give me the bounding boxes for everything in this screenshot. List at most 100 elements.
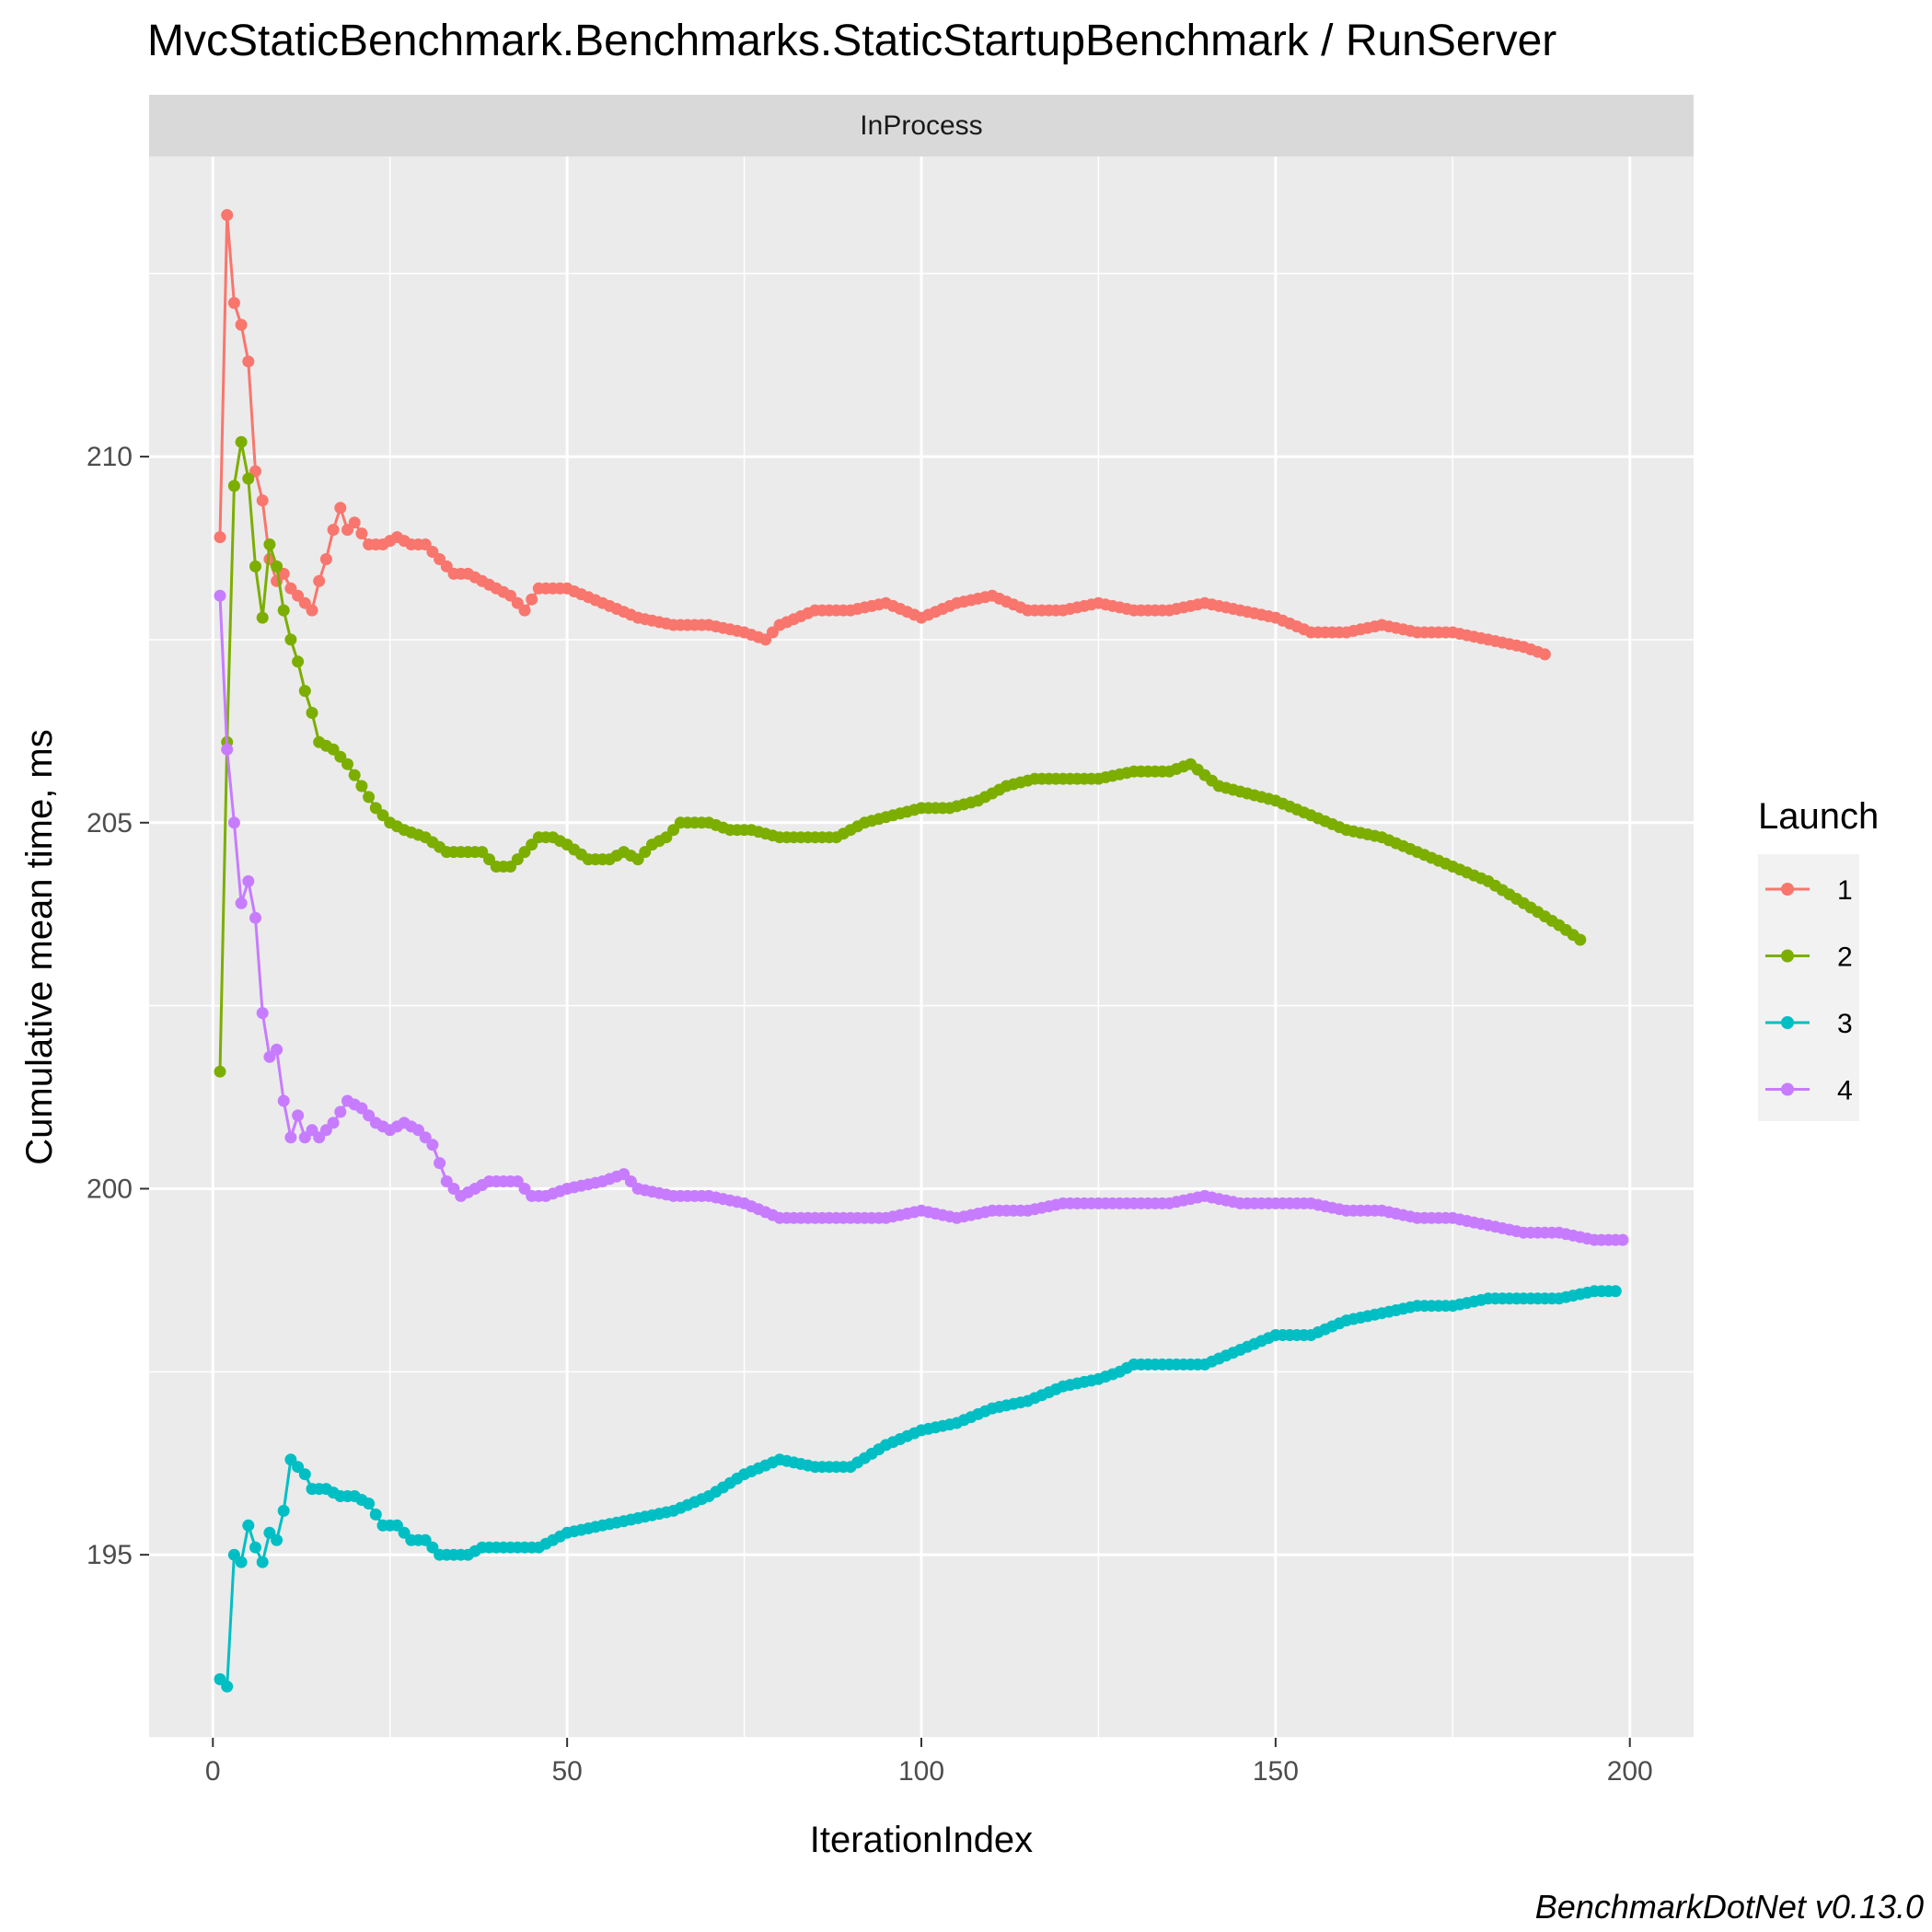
- y-tick-label: 205: [87, 808, 133, 839]
- data-point: [369, 1508, 382, 1521]
- data-point: [624, 1175, 637, 1187]
- x-tick-label: 50: [551, 1756, 582, 1787]
- data-point: [277, 1094, 290, 1107]
- data-point: [327, 1116, 340, 1129]
- series-1: [214, 209, 1551, 661]
- data-point: [235, 897, 248, 909]
- data-point: [511, 1175, 524, 1187]
- data-point: [390, 1519, 403, 1532]
- data-point: [263, 1526, 276, 1539]
- data-point: [412, 1124, 424, 1137]
- data-point: [426, 1139, 439, 1151]
- series-4: [214, 589, 1629, 1246]
- data-point: [298, 685, 311, 698]
- series-3: [214, 1285, 1622, 1693]
- caption: BenchmarkDotNet v0.13.0: [1535, 1888, 1924, 1926]
- data-point: [242, 355, 255, 368]
- data-point: [277, 604, 290, 617]
- legend-label: 2: [1837, 943, 1853, 973]
- data-point: [319, 553, 332, 565]
- facet-label: InProcess: [860, 110, 982, 141]
- y-tick-label: 200: [87, 1174, 133, 1204]
- data-point: [504, 589, 517, 602]
- legend-label: 3: [1837, 1009, 1853, 1039]
- data-point: [235, 435, 248, 448]
- data-point: [334, 1105, 347, 1118]
- data-point: [518, 604, 531, 617]
- x-axis-ticks: 0 50 100 150 200: [205, 1738, 1653, 1787]
- data-point: [511, 853, 524, 866]
- legend-label: 1: [1837, 875, 1853, 906]
- data-point: [256, 494, 269, 507]
- data-point: [313, 1131, 326, 1144]
- data-point: [355, 780, 368, 792]
- data-point: [526, 593, 538, 606]
- data-point: [363, 1498, 376, 1510]
- data-point: [221, 1680, 234, 1693]
- data-point: [221, 743, 234, 756]
- data-point: [249, 465, 261, 478]
- data-point: [334, 502, 347, 515]
- x-tick-label: 100: [898, 1756, 944, 1787]
- data-point: [249, 560, 261, 573]
- data-point: [327, 743, 340, 756]
- data-point: [214, 1065, 226, 1078]
- data-point: [292, 1109, 305, 1122]
- data-point: [292, 655, 305, 668]
- chart-title: MvcStaticBenchmark.Benchmarks.StaticStar…: [147, 17, 1556, 65]
- data-point: [306, 1124, 318, 1137]
- data-point: [518, 846, 531, 859]
- data-point: [426, 1541, 439, 1554]
- data-point: [271, 1043, 283, 1056]
- data-point: [277, 1504, 290, 1517]
- data-point: [476, 846, 489, 859]
- data-point: [639, 846, 652, 859]
- x-tick-label: 200: [1607, 1756, 1653, 1787]
- data-point: [271, 1533, 283, 1546]
- data-point: [419, 538, 432, 550]
- data-point: [313, 574, 326, 587]
- facet-strip: [149, 95, 1694, 156]
- data-point: [298, 1131, 311, 1144]
- legend: 1 2 3 4: [1765, 875, 1853, 1106]
- x-axis-title: IterationIndex: [810, 1820, 1033, 1860]
- data-point: [221, 209, 234, 222]
- data-point: [242, 1519, 255, 1532]
- legend-item-1: 1: [1765, 875, 1853, 906]
- gridlines: [149, 156, 1694, 1739]
- data-point: [256, 1556, 269, 1568]
- y-tick-label: 195: [87, 1540, 133, 1570]
- data-point: [292, 1461, 305, 1474]
- data-point: [376, 809, 389, 822]
- data-point: [631, 853, 644, 866]
- data-point: [249, 1541, 261, 1554]
- data-point: [242, 874, 255, 887]
- data-point: [355, 527, 368, 540]
- data-point: [327, 524, 340, 537]
- data-point: [235, 1556, 248, 1568]
- y-axis-ticks: 195 200 205 210: [87, 442, 149, 1570]
- legend-item-3: 3: [1765, 1009, 1853, 1039]
- x-tick-label: 150: [1253, 1756, 1299, 1787]
- data-point: [256, 1007, 269, 1020]
- data-point: [660, 831, 673, 844]
- legend-key-point: [1781, 1016, 1794, 1029]
- data-point: [1538, 648, 1551, 661]
- legend-title: Launch: [1758, 796, 1879, 837]
- data-point: [292, 589, 305, 602]
- data-point: [334, 750, 347, 763]
- data-point: [256, 611, 269, 624]
- series-layer: [214, 209, 1629, 1693]
- legend-key-point: [1781, 883, 1794, 896]
- legend-key-point: [1781, 1082, 1794, 1096]
- data-point: [426, 546, 439, 558]
- data-point: [1616, 1233, 1629, 1246]
- data-point: [284, 633, 297, 646]
- data-point: [298, 1468, 311, 1481]
- data-point: [440, 560, 453, 573]
- series-2: [214, 435, 1587, 1078]
- data-point: [242, 472, 255, 485]
- data-point: [341, 758, 353, 770]
- data-point: [227, 480, 240, 492]
- data-point: [214, 589, 226, 602]
